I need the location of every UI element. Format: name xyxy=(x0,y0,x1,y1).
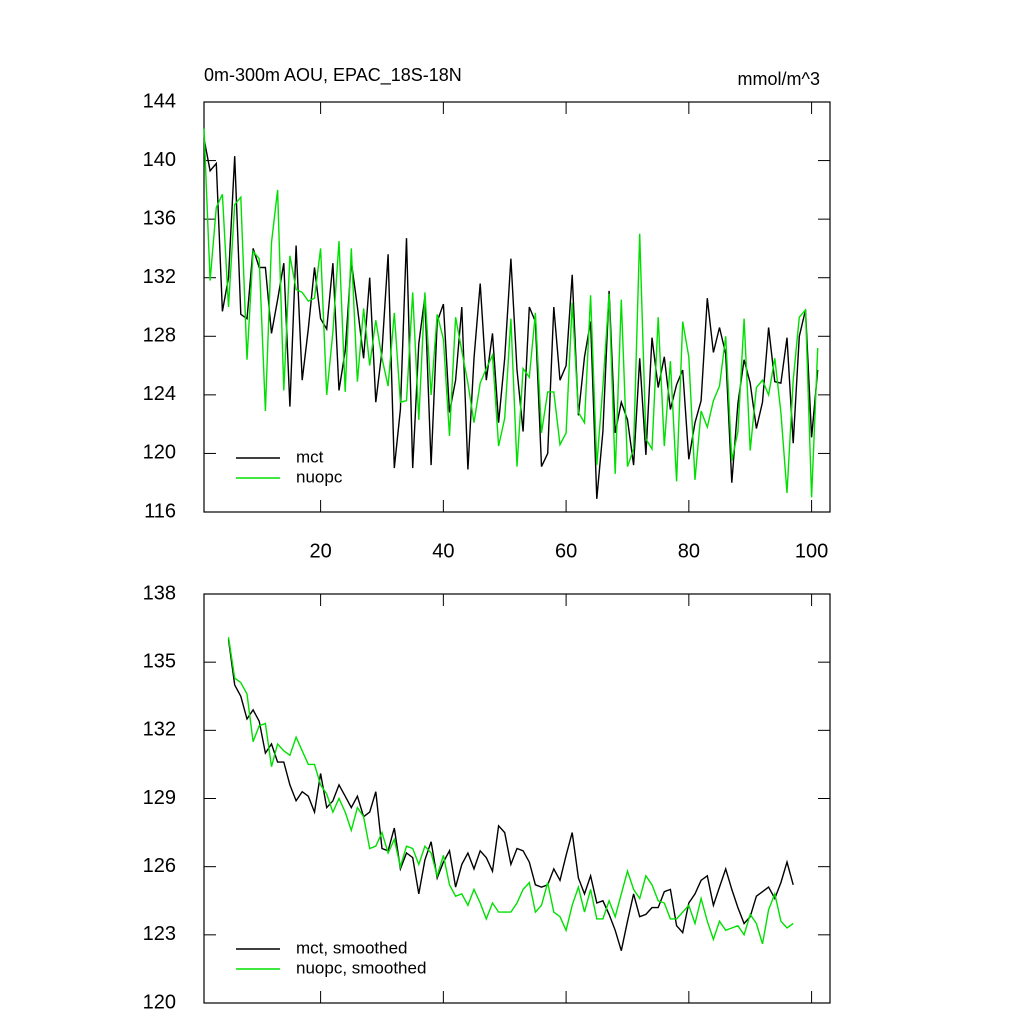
plot-frame xyxy=(203,101,831,513)
y-tick-label: 120 xyxy=(143,442,176,464)
legend-label: nuopc xyxy=(296,467,343,486)
y-tick-label: 126 xyxy=(143,855,176,877)
y-tick-label: 116 xyxy=(144,500,176,522)
y-tick-label: 132 xyxy=(143,719,176,741)
y-tick-label: 123 xyxy=(143,923,176,945)
x-tick-label: 60 xyxy=(555,540,577,562)
x-tick-label: 20 xyxy=(309,540,331,562)
chart-title: 0m-300m AOU, EPAC_18S-18N xyxy=(204,65,462,86)
data-line xyxy=(227,639,794,951)
legend-label: mct, smoothed xyxy=(296,938,408,957)
x-tick-label: 80 xyxy=(678,540,700,562)
legend-label: mct xyxy=(296,447,324,466)
data-line xyxy=(203,138,819,499)
y-tick-label: 124 xyxy=(143,383,176,405)
units-label: mmol/m^3 xyxy=(738,69,820,89)
y-tick-label: 135 xyxy=(143,650,176,672)
y-tick-label: 120 xyxy=(143,991,176,1013)
x-tick-label: 100 xyxy=(795,540,828,562)
y-tick-label: 128 xyxy=(143,325,176,347)
plot-frame xyxy=(203,593,831,1004)
legend-label: nuopc, smoothed xyxy=(296,958,426,977)
y-tick-label: 140 xyxy=(143,149,176,171)
y-tick-label: 129 xyxy=(143,787,176,809)
y-tick-label: 138 xyxy=(143,582,176,604)
y-tick-label: 136 xyxy=(143,207,176,229)
data-line xyxy=(227,637,794,945)
data-line xyxy=(203,128,819,498)
x-tick-label: 40 xyxy=(432,540,454,562)
y-tick-label: 132 xyxy=(143,266,176,288)
y-tick-label: 144 xyxy=(143,90,176,112)
